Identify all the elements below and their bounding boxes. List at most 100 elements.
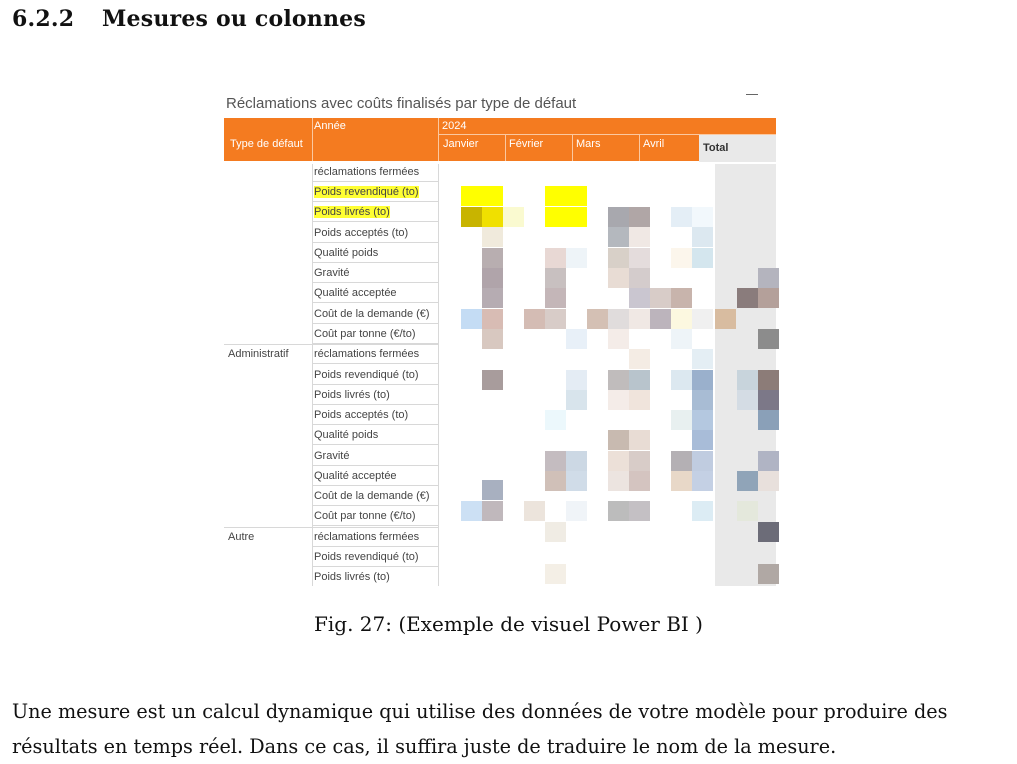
group-separator — [224, 344, 438, 345]
blurred-value-cell — [482, 207, 503, 227]
group-separator — [224, 527, 438, 528]
matrix-header — [224, 118, 776, 161]
blurred-value-cell — [608, 207, 629, 227]
blurred-value-cell — [629, 268, 650, 288]
blurred-value-cell — [758, 451, 779, 471]
row-label: réclamations fermées — [312, 344, 438, 364]
row-label: Poids livrés (to) — [312, 567, 438, 586]
minimize-icon[interactable] — [746, 94, 758, 95]
header-divider — [312, 118, 313, 161]
row-label: Qualité acceptée — [312, 283, 438, 303]
blurred-value-cell — [629, 227, 650, 247]
blurred-value-cell — [671, 451, 692, 471]
blurred-value-cell — [629, 349, 650, 369]
powerbi-visual: Réclamations avec coûts finalisés par ty… — [224, 90, 780, 586]
blurred-value-cell — [758, 329, 779, 349]
blurred-value-cell — [629, 451, 650, 471]
blurred-value-cell — [737, 370, 758, 390]
row-label-highlighted: Poids revendiqué (to) — [312, 182, 438, 202]
header-divider — [438, 118, 439, 161]
blurred-value-cell — [545, 288, 566, 308]
blurred-value-cell — [566, 329, 587, 349]
blurred-value-cell — [715, 309, 736, 329]
blurred-value-cell — [482, 480, 503, 500]
header-month-mars: Mars — [576, 138, 601, 150]
blurred-value-cell — [545, 268, 566, 288]
blurred-value-cell — [692, 451, 713, 471]
blurred-value-cell — [608, 248, 629, 268]
row-label: Coût par tonne (€/to) — [312, 324, 438, 344]
group-label-autre: Autre — [228, 531, 255, 543]
blurred-value-cell — [524, 501, 545, 521]
blurred-value-cell — [692, 471, 713, 491]
blurred-value-cell — [566, 370, 587, 390]
row-label: Gravité — [312, 263, 438, 283]
blurred-value-cell — [482, 309, 503, 329]
blurred-value-cell — [482, 329, 503, 349]
blurred-value-cell — [482, 370, 503, 390]
blurred-value-cell — [566, 451, 587, 471]
section-title: Mesures ou colonnes — [102, 6, 366, 32]
header-divider — [572, 134, 573, 161]
row-label: Poids revendiqué (to) — [312, 547, 438, 567]
blurred-value-cell — [545, 410, 566, 430]
blurred-value-cell — [545, 451, 566, 471]
header-divider — [639, 134, 640, 161]
blurred-value-cell — [692, 501, 713, 521]
blurred-value-cell — [608, 329, 629, 349]
blurred-value-cell — [461, 309, 482, 329]
row-label: Coût de la demande (€) — [312, 486, 438, 506]
blurred-value-cell — [737, 471, 758, 491]
blurred-value-cell — [629, 471, 650, 491]
blurred-value-cell — [650, 288, 671, 308]
blurred-value-cell — [545, 522, 566, 542]
blurred-value-cell — [650, 309, 671, 329]
blurred-value-cell — [608, 390, 629, 410]
blurred-value-cell — [737, 501, 758, 521]
blurred-value-cell — [608, 268, 629, 288]
visual-title: Réclamations avec coûts finalisés par ty… — [226, 95, 577, 112]
section-number: 6.2.2 — [12, 6, 75, 32]
blurred-value-cell — [758, 390, 779, 410]
blurred-value-cell — [482, 248, 503, 268]
blurred-value-cell — [692, 390, 713, 410]
blurred-value-cell — [566, 471, 587, 491]
blurred-value-cell — [758, 410, 779, 430]
blurred-value-cell — [737, 390, 758, 410]
blurred-value-cell — [671, 329, 692, 349]
row-label: Poids acceptés (to) — [312, 405, 438, 425]
row-header-divider — [312, 164, 313, 586]
blurred-value-cell — [629, 207, 650, 227]
blurred-value-cell — [692, 410, 713, 430]
blurred-value-cell — [482, 501, 503, 521]
row-label: Poids livrés (to) — [312, 385, 438, 405]
blurred-value-cell — [545, 309, 566, 329]
blurred-value-cell — [671, 410, 692, 430]
blurred-value-cell — [566, 207, 587, 227]
blurred-value-cell — [482, 186, 503, 206]
blurred-value-cell — [629, 501, 650, 521]
blurred-value-cell — [758, 370, 779, 390]
blurred-value-cell — [758, 471, 779, 491]
figure-caption: Fig. 27: (Exemple de visuel Power BI ) — [314, 612, 703, 636]
blurred-value-cell — [587, 309, 608, 329]
blurred-value-cell — [461, 186, 482, 206]
header-year-value: 2024 — [442, 120, 467, 132]
blurred-value-cell — [566, 501, 587, 521]
header-total: Total — [699, 135, 776, 162]
blurred-value-cell — [758, 288, 779, 308]
header-divider — [505, 134, 506, 161]
blurred-value-cell — [758, 564, 779, 584]
blurred-value-cell — [482, 268, 503, 288]
blurred-value-cell — [692, 227, 713, 247]
blurred-value-cell — [692, 430, 713, 450]
blurred-value-cell — [461, 207, 482, 227]
blurred-value-cell — [608, 370, 629, 390]
row-header-divider — [438, 164, 439, 586]
blurred-value-cell — [629, 288, 650, 308]
header-year-label: Année — [314, 120, 346, 132]
row-label: Coût de la demande (€) — [312, 304, 438, 324]
blurred-value-cell — [461, 501, 482, 521]
blurred-value-cell — [692, 248, 713, 268]
blurred-value-cell — [737, 288, 758, 308]
